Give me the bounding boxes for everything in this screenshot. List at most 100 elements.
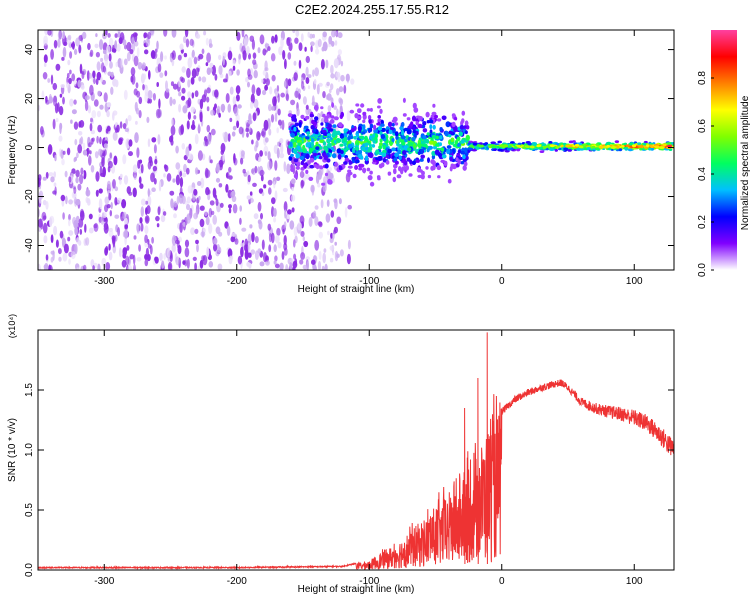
noise-cell bbox=[48, 96, 54, 104]
noise-cell bbox=[118, 137, 124, 142]
band-cell bbox=[358, 167, 363, 171]
noise-cell bbox=[190, 106, 196, 113]
noise-cell bbox=[53, 39, 58, 49]
band-cell bbox=[426, 120, 430, 124]
noise-cell bbox=[305, 55, 310, 64]
noise-cell bbox=[297, 222, 303, 231]
noise-cell bbox=[283, 221, 287, 229]
band-cell bbox=[406, 129, 412, 135]
noise-cell bbox=[275, 91, 278, 97]
band-cell bbox=[422, 121, 426, 126]
noise-cell bbox=[71, 168, 76, 175]
noise-cell bbox=[305, 104, 309, 110]
noise-cell bbox=[138, 176, 142, 184]
noise-cell bbox=[133, 235, 137, 240]
noise-cell bbox=[87, 42, 91, 51]
band-cell bbox=[300, 160, 305, 166]
band-cell bbox=[391, 147, 396, 152]
noise-cell bbox=[193, 188, 198, 196]
noise-cell bbox=[247, 174, 251, 183]
noise-cell bbox=[52, 118, 56, 130]
noise-cell bbox=[243, 36, 249, 47]
noise-cell bbox=[215, 250, 220, 257]
figure-title: C2E2.2024.255.17.55.R12 bbox=[295, 2, 449, 17]
band-cell bbox=[295, 153, 301, 159]
band-cell bbox=[350, 127, 355, 133]
noise-cell bbox=[73, 157, 76, 163]
noise-cell bbox=[131, 37, 135, 45]
band-cell bbox=[391, 122, 395, 127]
noise-cell bbox=[136, 47, 140, 58]
noise-cell bbox=[64, 170, 68, 178]
noise-cell bbox=[121, 259, 127, 268]
band-cell bbox=[320, 122, 324, 126]
band-cell bbox=[393, 168, 397, 175]
noise-cell bbox=[187, 111, 191, 121]
noise-cell bbox=[104, 247, 108, 256]
noise-cell bbox=[89, 84, 94, 96]
noise-cell bbox=[125, 118, 128, 126]
noise-cell bbox=[314, 239, 320, 251]
noise-cell bbox=[314, 67, 319, 77]
noise-cell bbox=[169, 96, 173, 107]
signal-cell bbox=[488, 145, 493, 149]
band-cell bbox=[439, 135, 443, 140]
noise-cell bbox=[87, 199, 91, 206]
band-cell bbox=[348, 159, 352, 166]
band-cell bbox=[399, 126, 404, 131]
band-cell bbox=[338, 122, 343, 128]
noise-cell bbox=[314, 205, 319, 210]
noise-cell bbox=[122, 211, 127, 220]
band-cell bbox=[354, 165, 359, 170]
noise-cell bbox=[82, 149, 88, 156]
noise-cell bbox=[225, 73, 229, 83]
band-cell bbox=[440, 159, 446, 163]
noise-cell bbox=[146, 205, 151, 215]
noise-cell bbox=[324, 263, 328, 270]
band-cell bbox=[410, 121, 414, 127]
band-cell bbox=[347, 169, 352, 173]
noise-cell bbox=[186, 120, 190, 130]
noise-cell bbox=[151, 187, 156, 192]
noise-cell bbox=[112, 179, 116, 189]
band-cell bbox=[376, 122, 381, 126]
noise-cell bbox=[110, 86, 114, 95]
noise-cell bbox=[147, 90, 153, 100]
noise-cell bbox=[256, 131, 261, 141]
noise-cell bbox=[231, 232, 236, 237]
x-tick-label: 100 bbox=[626, 276, 643, 287]
noise-cell bbox=[257, 166, 260, 174]
band-cell bbox=[313, 121, 317, 127]
y-tick-label: 1.0 bbox=[24, 443, 35, 457]
noise-cell bbox=[188, 143, 192, 151]
noise-cell bbox=[102, 49, 107, 55]
noise-cell bbox=[283, 235, 287, 246]
noise-cell bbox=[73, 192, 77, 198]
noise-cell bbox=[90, 165, 95, 173]
band-cell bbox=[360, 103, 365, 108]
noise-cell bbox=[92, 265, 95, 270]
noise-cell bbox=[280, 143, 284, 155]
noise-cell bbox=[302, 264, 308, 270]
signal-cell bbox=[594, 147, 600, 151]
band-cell bbox=[400, 129, 405, 136]
band-cell bbox=[421, 140, 426, 144]
noise-cell bbox=[292, 30, 296, 34]
spectrogram-y-label: Frequency (Hz) bbox=[7, 116, 18, 185]
noise-cell bbox=[140, 198, 146, 206]
band-cell bbox=[289, 141, 293, 148]
noise-cell bbox=[248, 53, 251, 60]
noise-cell bbox=[322, 91, 326, 99]
band-cell bbox=[312, 152, 318, 157]
noise-cell bbox=[75, 169, 80, 178]
noise-cell bbox=[156, 40, 159, 50]
noise-cell bbox=[182, 221, 186, 227]
noise-cell bbox=[286, 37, 291, 46]
noise-cell bbox=[251, 232, 255, 243]
noise-cell bbox=[88, 227, 94, 234]
noise-cell bbox=[42, 72, 48, 80]
noise-cell bbox=[66, 147, 71, 156]
noise-cell bbox=[277, 141, 280, 147]
signal-cell bbox=[555, 142, 560, 146]
band-cell bbox=[347, 172, 351, 177]
